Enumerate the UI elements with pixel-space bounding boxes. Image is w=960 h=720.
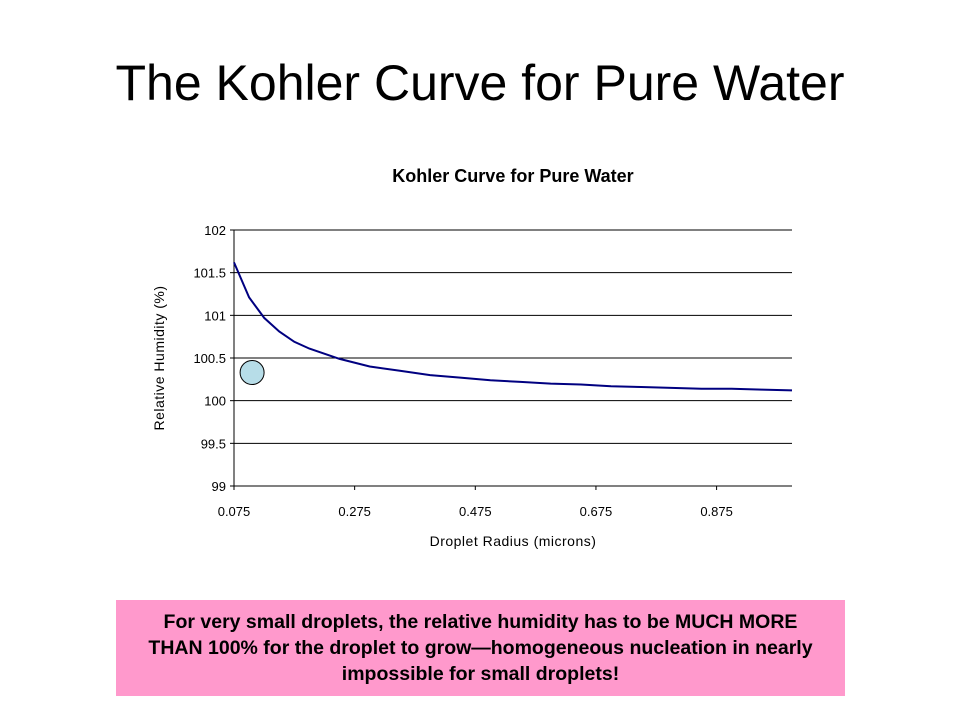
y-tick-label: 102 [204,223,226,238]
highlight-marker [239,360,265,386]
y-tick-label: 101 [204,308,226,323]
kohler-curve-line [233,262,793,392]
callout-box: For very small droplets, the relative hu… [116,600,845,696]
y-tick-label: 101.5 [193,266,226,281]
slide-title: The Kohler Curve for Pure Water [115,55,845,111]
chart-title: Kohler Curve for Pure Water [392,166,633,186]
x-tick-label: 0.675 [580,504,613,519]
x-tick-label: 0.475 [459,504,492,519]
y-tick-label: 99.5 [201,436,226,451]
y-tick-label: 100.5 [193,351,226,366]
y-axis-title: Relative Humidity (%) [151,285,167,430]
callout-text: For very small droplets, the relative hu… [148,611,813,685]
x-axis-title: Droplet Radius (microns) [430,533,597,549]
x-tick-label: 0.275 [338,504,371,519]
x-tick-label: 0.875 [700,504,733,519]
y-tick-label: 99 [212,479,226,494]
y-tick-label: 100 [204,394,226,409]
x-tick-label: 0.075 [218,504,251,519]
